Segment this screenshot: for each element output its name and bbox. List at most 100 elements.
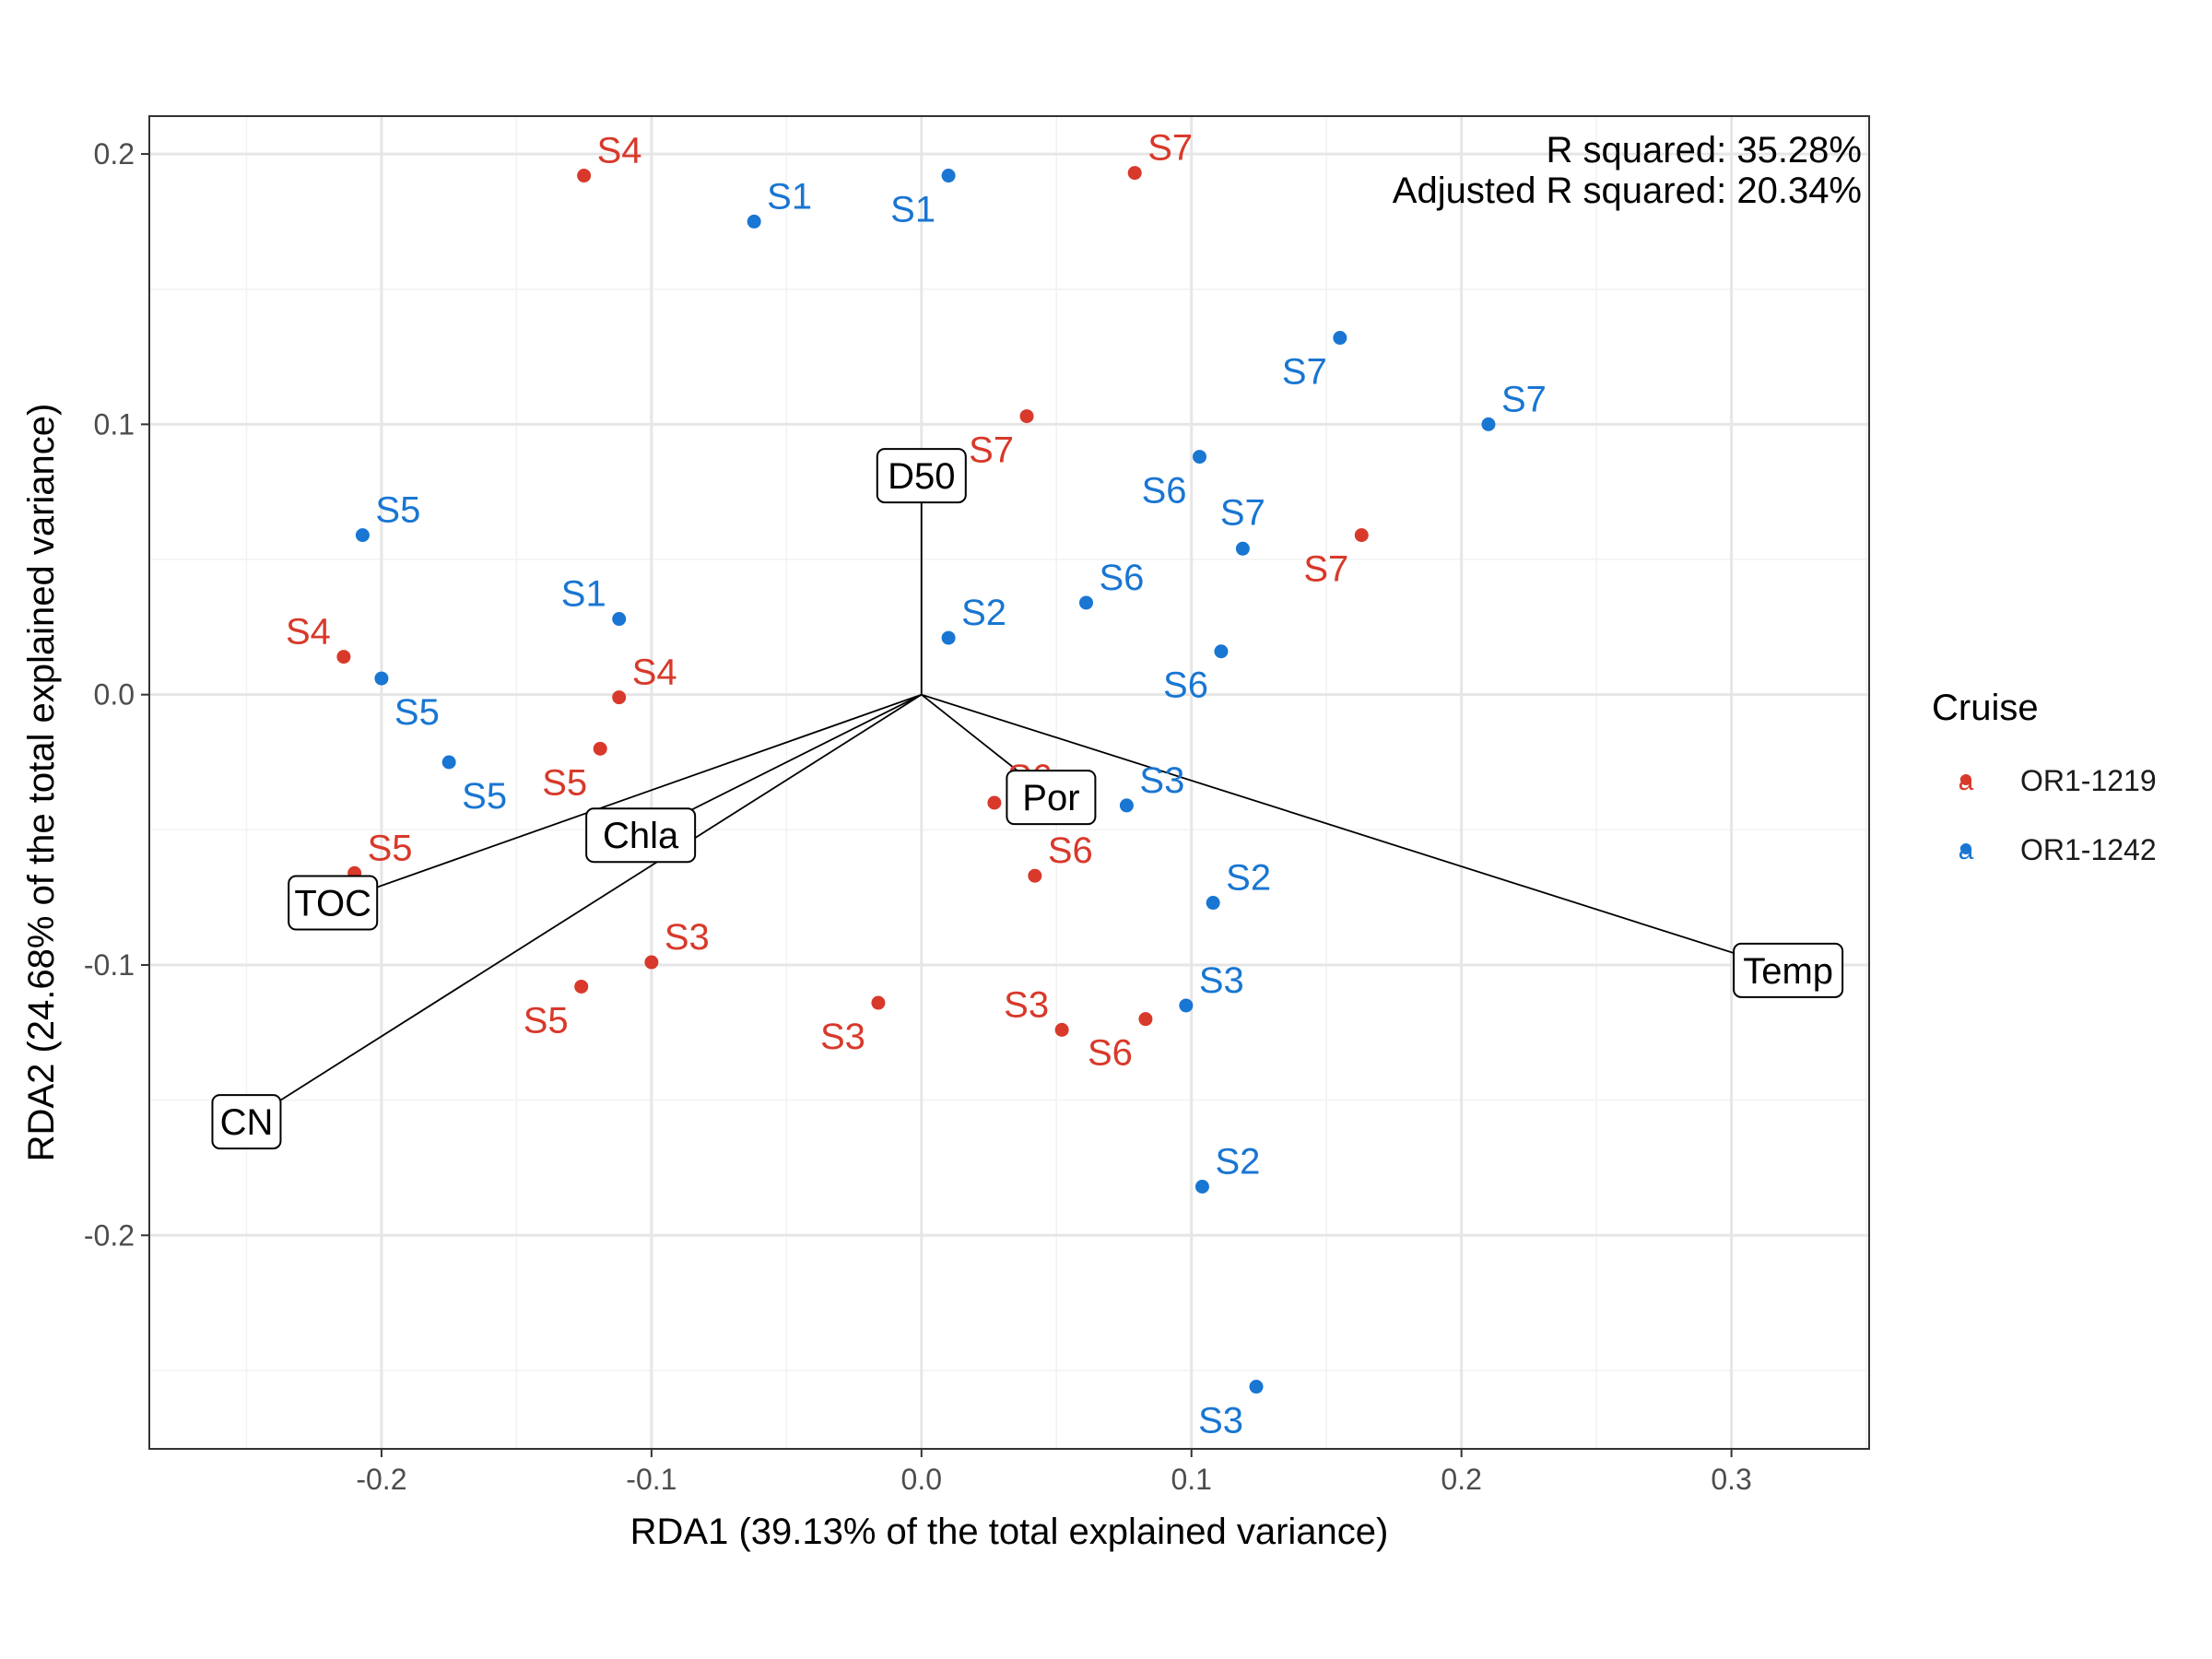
arrow-label-text: Temp bbox=[1743, 951, 1833, 992]
arrow-label-box bbox=[211, 1094, 282, 1150]
point-or1-1219 bbox=[1127, 166, 1142, 181]
point-or1-1219 bbox=[1028, 868, 1042, 883]
point-or1-1242 bbox=[1206, 896, 1220, 911]
panel-border bbox=[148, 115, 1870, 1450]
arrow-label-temp: Temp bbox=[1733, 942, 1844, 998]
legend-glyph-or1-1219: a bbox=[1959, 766, 1974, 796]
point-or1-1219 bbox=[1019, 409, 1034, 424]
point-or1-1242 bbox=[1194, 1179, 1209, 1194]
arrow-label-box bbox=[1733, 942, 1844, 998]
legend-title: Cruise bbox=[1932, 688, 2039, 728]
point-label: S3 bbox=[820, 1017, 865, 1057]
point-or1-1219 bbox=[644, 955, 659, 970]
point-label: S1 bbox=[890, 190, 935, 230]
arrow-line-toc bbox=[332, 693, 923, 904]
y-tick-label: 0.1 bbox=[94, 407, 135, 441]
point-label: S5 bbox=[368, 828, 413, 868]
point-or1-1242 bbox=[355, 528, 370, 543]
y-tick-label: 0.2 bbox=[94, 137, 135, 171]
point-label: S6 bbox=[1048, 830, 1093, 871]
arrow-label-text: CN bbox=[220, 1102, 274, 1143]
biplot-arrows bbox=[245, 476, 1789, 1123]
legend-glyph-or1-1242: a bbox=[1959, 835, 1974, 865]
point-label: S6 bbox=[1163, 665, 1208, 706]
point-label: S7 bbox=[1303, 549, 1348, 590]
point-label: S5 bbox=[375, 490, 420, 531]
point-label: S7 bbox=[1501, 379, 1547, 419]
arrow-label-cn: CN bbox=[211, 1094, 282, 1150]
point-label: S5 bbox=[462, 776, 507, 817]
point-or1-1242 bbox=[1214, 644, 1229, 659]
point-or1-1242 bbox=[1249, 1380, 1264, 1394]
point-or1-1242 bbox=[1333, 331, 1347, 346]
point-or1-1242 bbox=[612, 612, 627, 627]
point-label: S7 bbox=[1147, 128, 1193, 169]
y-tick-label: -0.2 bbox=[84, 1218, 135, 1252]
point-label: S4 bbox=[597, 131, 642, 171]
arrow-label-box bbox=[288, 875, 379, 931]
legend-key-or1-1242: a OR1-1242 bbox=[1959, 833, 2157, 866]
arrow-labels: D50 Chla TOC CN Por Temp bbox=[211, 448, 1844, 1150]
legend-point-or1-1219 bbox=[1960, 774, 1971, 785]
point-or1-1242 bbox=[374, 671, 389, 686]
x-tick-label: 0.0 bbox=[901, 1463, 942, 1496]
arrow-label-text: D50 bbox=[888, 456, 955, 497]
point-label: S3 bbox=[1199, 960, 1244, 1001]
point-label: S6 bbox=[1099, 558, 1144, 598]
point-label: S1 bbox=[767, 176, 812, 217]
x-axis-title: RDA1 (39.13% of the total explained vari… bbox=[630, 1512, 1389, 1552]
grid-minor bbox=[149, 116, 1869, 1449]
point-label: S7 bbox=[1282, 352, 1327, 393]
legend-label-or1-1242: OR1-1242 bbox=[2020, 833, 2157, 866]
point-or1-1242 bbox=[441, 755, 456, 770]
point-label: S3 bbox=[1139, 760, 1184, 801]
r-squared-annotation: R squared: 35.28% bbox=[1547, 130, 1862, 171]
arrow-label-por: Por bbox=[1006, 770, 1097, 826]
point-label: S3 bbox=[1198, 1401, 1243, 1441]
point-label: S5 bbox=[542, 762, 587, 803]
point-or1-1242 bbox=[1193, 450, 1207, 465]
point-or1-1242 bbox=[1078, 595, 1093, 610]
point-label: S3 bbox=[1004, 984, 1049, 1025]
legend-key-or1-1219: a OR1-1219 bbox=[1959, 764, 2157, 797]
point-or1-1219 bbox=[577, 169, 592, 183]
point-label: S1 bbox=[561, 574, 606, 615]
adjusted-r-squared-annotation: Adjusted R squared: 20.34% bbox=[1393, 171, 1862, 211]
arrow-label-text: Por bbox=[1022, 778, 1079, 818]
arrow-label-text: TOC bbox=[294, 884, 371, 924]
x-tick-label: 0.2 bbox=[1441, 1463, 1481, 1496]
grid-major bbox=[149, 116, 1869, 1449]
arrow-label-box bbox=[876, 448, 967, 504]
point-or1-1242 bbox=[1235, 541, 1250, 556]
point-or1-1242 bbox=[1119, 798, 1134, 813]
point-or1-1219 bbox=[871, 995, 886, 1010]
legend-label-or1-1219: OR1-1219 bbox=[2020, 764, 2157, 797]
point-or1-1219 bbox=[1354, 528, 1369, 543]
point-label: S2 bbox=[1226, 858, 1271, 899]
point-or1-1242 bbox=[1179, 998, 1194, 1013]
point-label: S2 bbox=[961, 593, 1006, 633]
point-label: S4 bbox=[632, 653, 677, 693]
arrow-label-d50: D50 bbox=[876, 448, 967, 504]
point-label: S5 bbox=[394, 692, 440, 733]
y-tick-label: 0.0 bbox=[94, 678, 135, 712]
point-label: S4 bbox=[286, 612, 331, 653]
arrow-line-cn bbox=[245, 693, 923, 1123]
x-tick-label: -0.1 bbox=[626, 1463, 677, 1496]
point-or1-1242 bbox=[941, 630, 956, 645]
point-label: S6 bbox=[1088, 1033, 1133, 1074]
point-label: S5 bbox=[524, 1000, 569, 1041]
point-or1-1219 bbox=[987, 795, 1002, 810]
point-or1-1219 bbox=[1054, 1022, 1069, 1037]
arrow-label-chla: Chla bbox=[585, 807, 697, 864]
y-tick-label: -0.1 bbox=[84, 948, 135, 982]
arrow-label-box bbox=[1006, 770, 1097, 826]
x-axis: -0.2 -0.1 0.0 0.1 0.2 0.3 bbox=[356, 1449, 1752, 1496]
legend-point-or1-1242 bbox=[1960, 843, 1971, 854]
y-axis: -0.2 -0.1 0.0 0.1 0.2 bbox=[84, 137, 149, 1252]
arrow-line-temp bbox=[921, 693, 1789, 971]
arrow-label-text: Chla bbox=[603, 816, 679, 856]
point-or1-1219 bbox=[593, 741, 607, 756]
legend: Cruise a OR1-1219 a OR1-1242 bbox=[1932, 688, 2157, 866]
y-axis-title: RDA2 (24.68% of the total explained vari… bbox=[21, 404, 62, 1162]
